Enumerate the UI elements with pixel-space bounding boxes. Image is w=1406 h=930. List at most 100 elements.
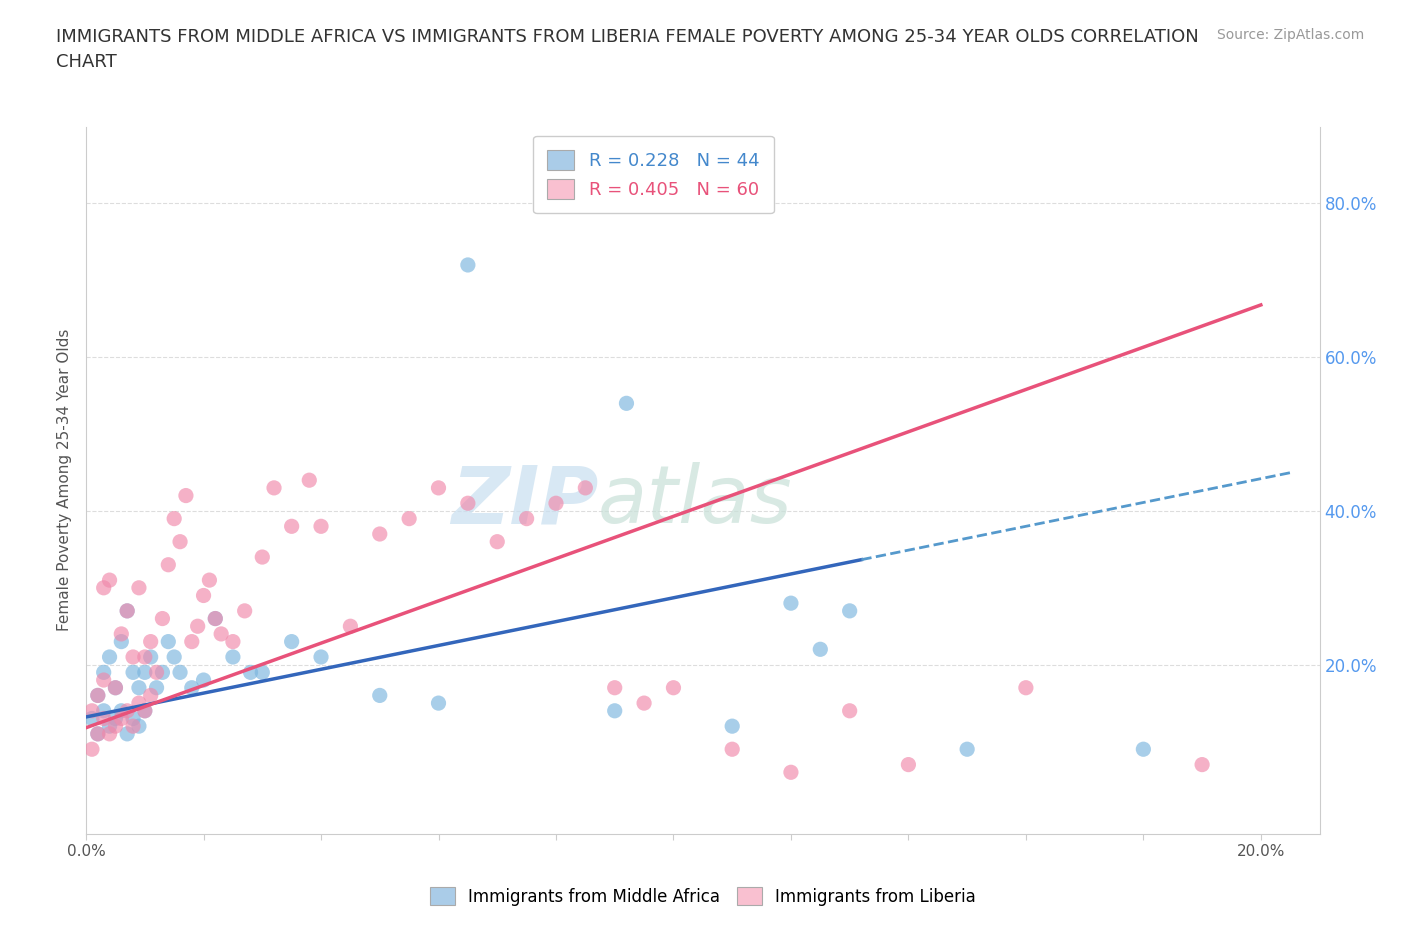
Point [193,588,215,603]
Point [193,672,215,687]
Point [152,611,174,626]
Point [110,711,132,726]
Point [603,680,626,695]
Point [93,703,115,718]
Point [486,534,509,549]
Point [93,711,115,726]
Point [157,634,180,649]
Point [139,634,162,649]
Point [1015,680,1038,695]
Point [209,627,232,642]
Point [280,519,302,534]
Point [93,580,115,595]
Point [139,649,162,664]
Point [115,604,138,618]
Point [956,742,979,757]
Point [180,634,202,649]
Point [80,703,103,718]
Point [104,711,127,726]
Point [80,711,103,726]
Point [838,703,860,718]
Point [104,680,127,695]
Point [1132,742,1154,757]
Point [128,580,150,595]
Point [574,481,596,496]
Legend: Immigrants from Middle Africa, Immigrants from Liberia: Immigrants from Middle Africa, Immigrant… [423,881,983,912]
Point [309,519,332,534]
Point [128,696,150,711]
Point [174,488,197,503]
Point [204,611,226,626]
Point [1191,757,1213,772]
Point [93,672,115,687]
Point [263,481,285,496]
Point [115,604,138,618]
Point [516,512,538,526]
Point [457,258,479,272]
Point [427,481,450,496]
Point [93,665,115,680]
Point [838,604,860,618]
Point [122,719,145,734]
Text: Source: ZipAtlas.com: Source: ZipAtlas.com [1216,28,1364,42]
Point [134,665,156,680]
Point [134,649,156,664]
Point [633,696,655,711]
Point [808,642,831,657]
Point [169,665,191,680]
Point [122,665,145,680]
Point [87,726,110,741]
Point [104,680,127,695]
Point [222,649,245,664]
Point [98,649,121,664]
Point [134,703,156,718]
Point [398,512,420,526]
Point [145,665,167,680]
Point [298,472,321,487]
Point [122,649,145,664]
Point [204,611,226,626]
Point [252,665,274,680]
Point [721,719,744,734]
Point [187,618,209,633]
Point [368,688,391,703]
Point [457,496,479,511]
Point [252,550,274,565]
Point [152,665,174,680]
Point [87,688,110,703]
Legend: R = 0.228   N = 44, R = 0.405   N = 60: R = 0.228 N = 44, R = 0.405 N = 60 [533,136,775,213]
Point [544,496,567,511]
Point [280,634,302,649]
Point [309,649,332,664]
Point [128,680,150,695]
Point [368,526,391,541]
Point [662,680,685,695]
Point [98,726,121,741]
Point [897,757,920,772]
Text: ZIP: ZIP [450,462,598,540]
Point [239,665,262,680]
Point [163,512,186,526]
Point [87,688,110,703]
Point [616,396,638,411]
Point [603,703,626,718]
Point [780,596,803,611]
Point [98,573,121,588]
Point [198,573,221,588]
Point [169,534,191,549]
Point [115,726,138,741]
Point [110,627,132,642]
Point [110,634,132,649]
Point [163,649,186,664]
Point [87,726,110,741]
Point [122,711,145,726]
Point [80,742,103,757]
Point [98,719,121,734]
Point [104,719,127,734]
Point [721,742,744,757]
Point [339,618,361,633]
Point [110,703,132,718]
Point [145,680,167,695]
Text: IMMIGRANTS FROM MIDDLE AFRICA VS IMMIGRANTS FROM LIBERIA FEMALE POVERTY AMONG 25: IMMIGRANTS FROM MIDDLE AFRICA VS IMMIGRA… [56,28,1199,71]
Point [233,604,256,618]
